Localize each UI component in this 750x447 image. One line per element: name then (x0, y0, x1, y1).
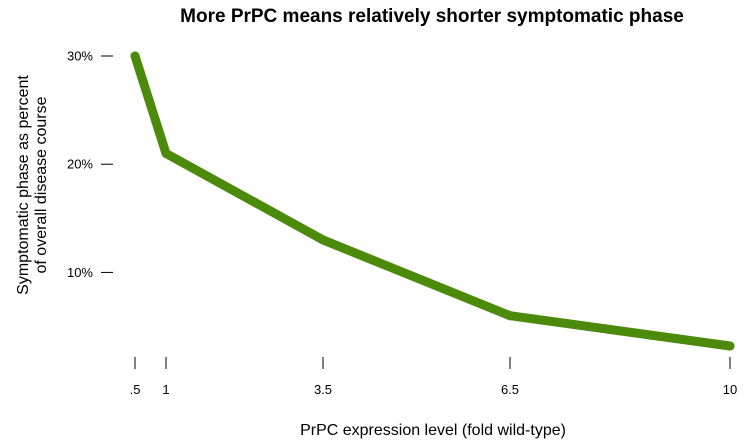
data-point (161, 148, 171, 158)
plot-area (130, 51, 735, 351)
x-tick-label: 10 (723, 382, 737, 397)
data-point (725, 341, 735, 351)
chart-title: More PrPC means relatively shorter sympt… (180, 6, 684, 27)
data-point (505, 311, 515, 321)
y-axis-title-line-1: Symptomatic phase as percent (15, 75, 32, 295)
y-axis-title-line-2: of overall disease course (33, 96, 50, 273)
y-tick-label: 10% (67, 265, 93, 280)
x-tick-label: 1 (162, 382, 169, 397)
y-tick-label: 20% (67, 157, 93, 172)
x-tick-label: 3.5 (314, 382, 332, 397)
x-axis: .5 1 3.5 6.5 10 (130, 357, 737, 397)
x-tick-label: .5 (130, 382, 141, 397)
y-tick-label: 30% (67, 49, 93, 64)
series-line (130, 51, 735, 351)
data-point (130, 51, 140, 61)
x-axis-title: PrPC expression level (fold wild-type) (300, 422, 566, 439)
data-point (318, 235, 328, 245)
x-tick-label: 6.5 (501, 382, 519, 397)
y-axis: 10% 20% 30% (67, 49, 113, 280)
